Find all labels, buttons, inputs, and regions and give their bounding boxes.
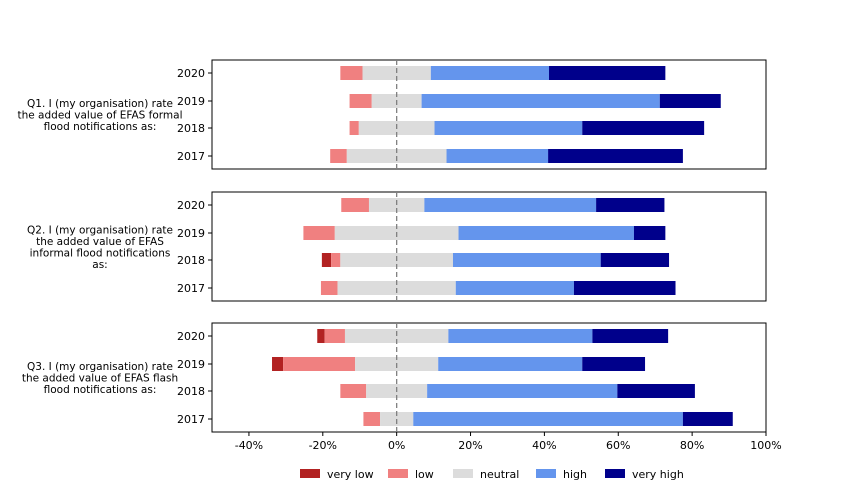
- question-label-line: informal flood notifications: [30, 247, 171, 259]
- legend-swatch-very-low: [300, 469, 320, 478]
- legend-swatch-high: [536, 469, 556, 478]
- y-tick-label: 2017: [177, 282, 205, 295]
- legend-label-low: low: [415, 468, 434, 481]
- bar-low-2019: [349, 94, 372, 108]
- bar-very-high-2019: [582, 357, 646, 371]
- bar-low-2017: [363, 412, 381, 426]
- panel-q2: 2020 2019 2018 2017 Q2. I (my organisation) …: [27, 191, 767, 302]
- question-label-line: Q2. I (my organisation) rate: [27, 224, 173, 236]
- bar-low-2017: [330, 149, 347, 163]
- bar-very-high-2017: [682, 412, 733, 426]
- bar-very-low-2019: [272, 357, 284, 371]
- legend-swatch-neutral: [453, 469, 473, 478]
- panel-frame: [211, 191, 767, 302]
- bar-high-2019: [421, 94, 660, 108]
- y-tick-label: 2018: [177, 122, 205, 135]
- bar-low-2019: [283, 357, 356, 371]
- x-tick-label: -40%: [235, 439, 263, 452]
- x-tick-label: 60%: [606, 439, 630, 452]
- bar-low-2019: [303, 226, 335, 240]
- bar-very-high-2017: [573, 281, 676, 295]
- x-tick-label: 100%: [750, 439, 781, 452]
- question-label-line: as:: [92, 259, 107, 271]
- legend-swatch-very-high: [605, 469, 625, 478]
- question-label-line: the added value of EFAS: [36, 236, 164, 248]
- bar-very-high-2020: [596, 198, 665, 212]
- y-tick-label: 2019: [177, 95, 205, 108]
- y-tick-label: 2019: [177, 358, 205, 371]
- y-tick-label: 2020: [177, 199, 205, 212]
- y-tick-label: 2020: [177, 67, 205, 80]
- legend-label-very-low: very low: [327, 468, 374, 481]
- question-label-line: the added value of EFAS flash: [22, 373, 178, 385]
- y-tick-label: 2017: [177, 413, 205, 426]
- bar-low-2020: [324, 329, 345, 343]
- legend-label-very-high: very high: [632, 468, 684, 481]
- question-label-line: flood notifications as:: [44, 384, 157, 396]
- bar-high-2020: [448, 329, 593, 343]
- bar-high-2018: [427, 384, 618, 398]
- bar-very-high-2020: [549, 66, 666, 80]
- bar-very-high-2017: [548, 149, 683, 163]
- question-label-line: flood notifications as:: [44, 121, 157, 133]
- bar-low-2017: [320, 281, 338, 295]
- x-tick-label: 40%: [532, 439, 556, 452]
- bar-low-2020: [341, 198, 369, 212]
- y-tick-label: 2019: [177, 227, 205, 240]
- bar-high-2019: [458, 226, 634, 240]
- panel-q3: 2020 2019 2018 2017 Q3. I (my organisation) …: [22, 322, 767, 433]
- question-label-line: the added value of EFAS formal: [17, 110, 182, 122]
- bar-low-2018: [331, 253, 341, 267]
- question-label-line: Q3. I (my organisation) rate: [27, 361, 173, 373]
- bar-high-2017: [455, 281, 574, 295]
- x-tick-label: 20%: [458, 439, 482, 452]
- bar-low-2018: [349, 121, 359, 135]
- question-label-line: Q1. I (my organisation) rate: [27, 98, 173, 110]
- legend-label-high: high: [563, 468, 587, 481]
- bar-very-high-2018: [617, 384, 695, 398]
- bar-low-2018: [340, 384, 367, 398]
- bar-high-2017: [446, 149, 549, 163]
- y-tick-label: 2020: [177, 330, 205, 343]
- bar-very-low-2020: [317, 329, 325, 343]
- y-tick-label: 2017: [177, 150, 205, 163]
- legend-label-neutral: neutral: [480, 468, 519, 481]
- bar-very-high-2019: [633, 226, 666, 240]
- bar-high-2020: [424, 198, 597, 212]
- panel-frame: [211, 322, 767, 433]
- panel-q1: 2020 2019 2018 2017 Q1. I (my organisation) …: [17, 59, 767, 170]
- bar-very-high-2018: [582, 121, 705, 135]
- x-tick-label: 80%: [680, 439, 704, 452]
- bar-high-2017: [413, 412, 683, 426]
- x-axis: -40% -20% 0% 20% 40% 60% 80% 100%: [235, 432, 782, 452]
- bar-very-high-2019: [659, 94, 721, 108]
- bar-high-2018: [434, 121, 583, 135]
- bar-very-high-2020: [592, 329, 669, 343]
- legend: very low low neutral high very high: [300, 468, 684, 481]
- y-tick-label: 2018: [177, 385, 205, 398]
- bar-very-low-2018: [321, 253, 332, 267]
- bar-very-high-2018: [600, 253, 670, 267]
- bar-high-2020: [430, 66, 550, 80]
- bar-high-2018: [452, 253, 601, 267]
- bar-high-2019: [438, 357, 583, 371]
- x-tick-label: 0%: [388, 439, 405, 452]
- legend-swatch-low: [388, 469, 408, 478]
- bar-low-2020: [340, 66, 363, 80]
- x-tick-label: -20%: [309, 439, 337, 452]
- panel-frame: [211, 59, 767, 170]
- y-tick-label: 2018: [177, 254, 205, 267]
